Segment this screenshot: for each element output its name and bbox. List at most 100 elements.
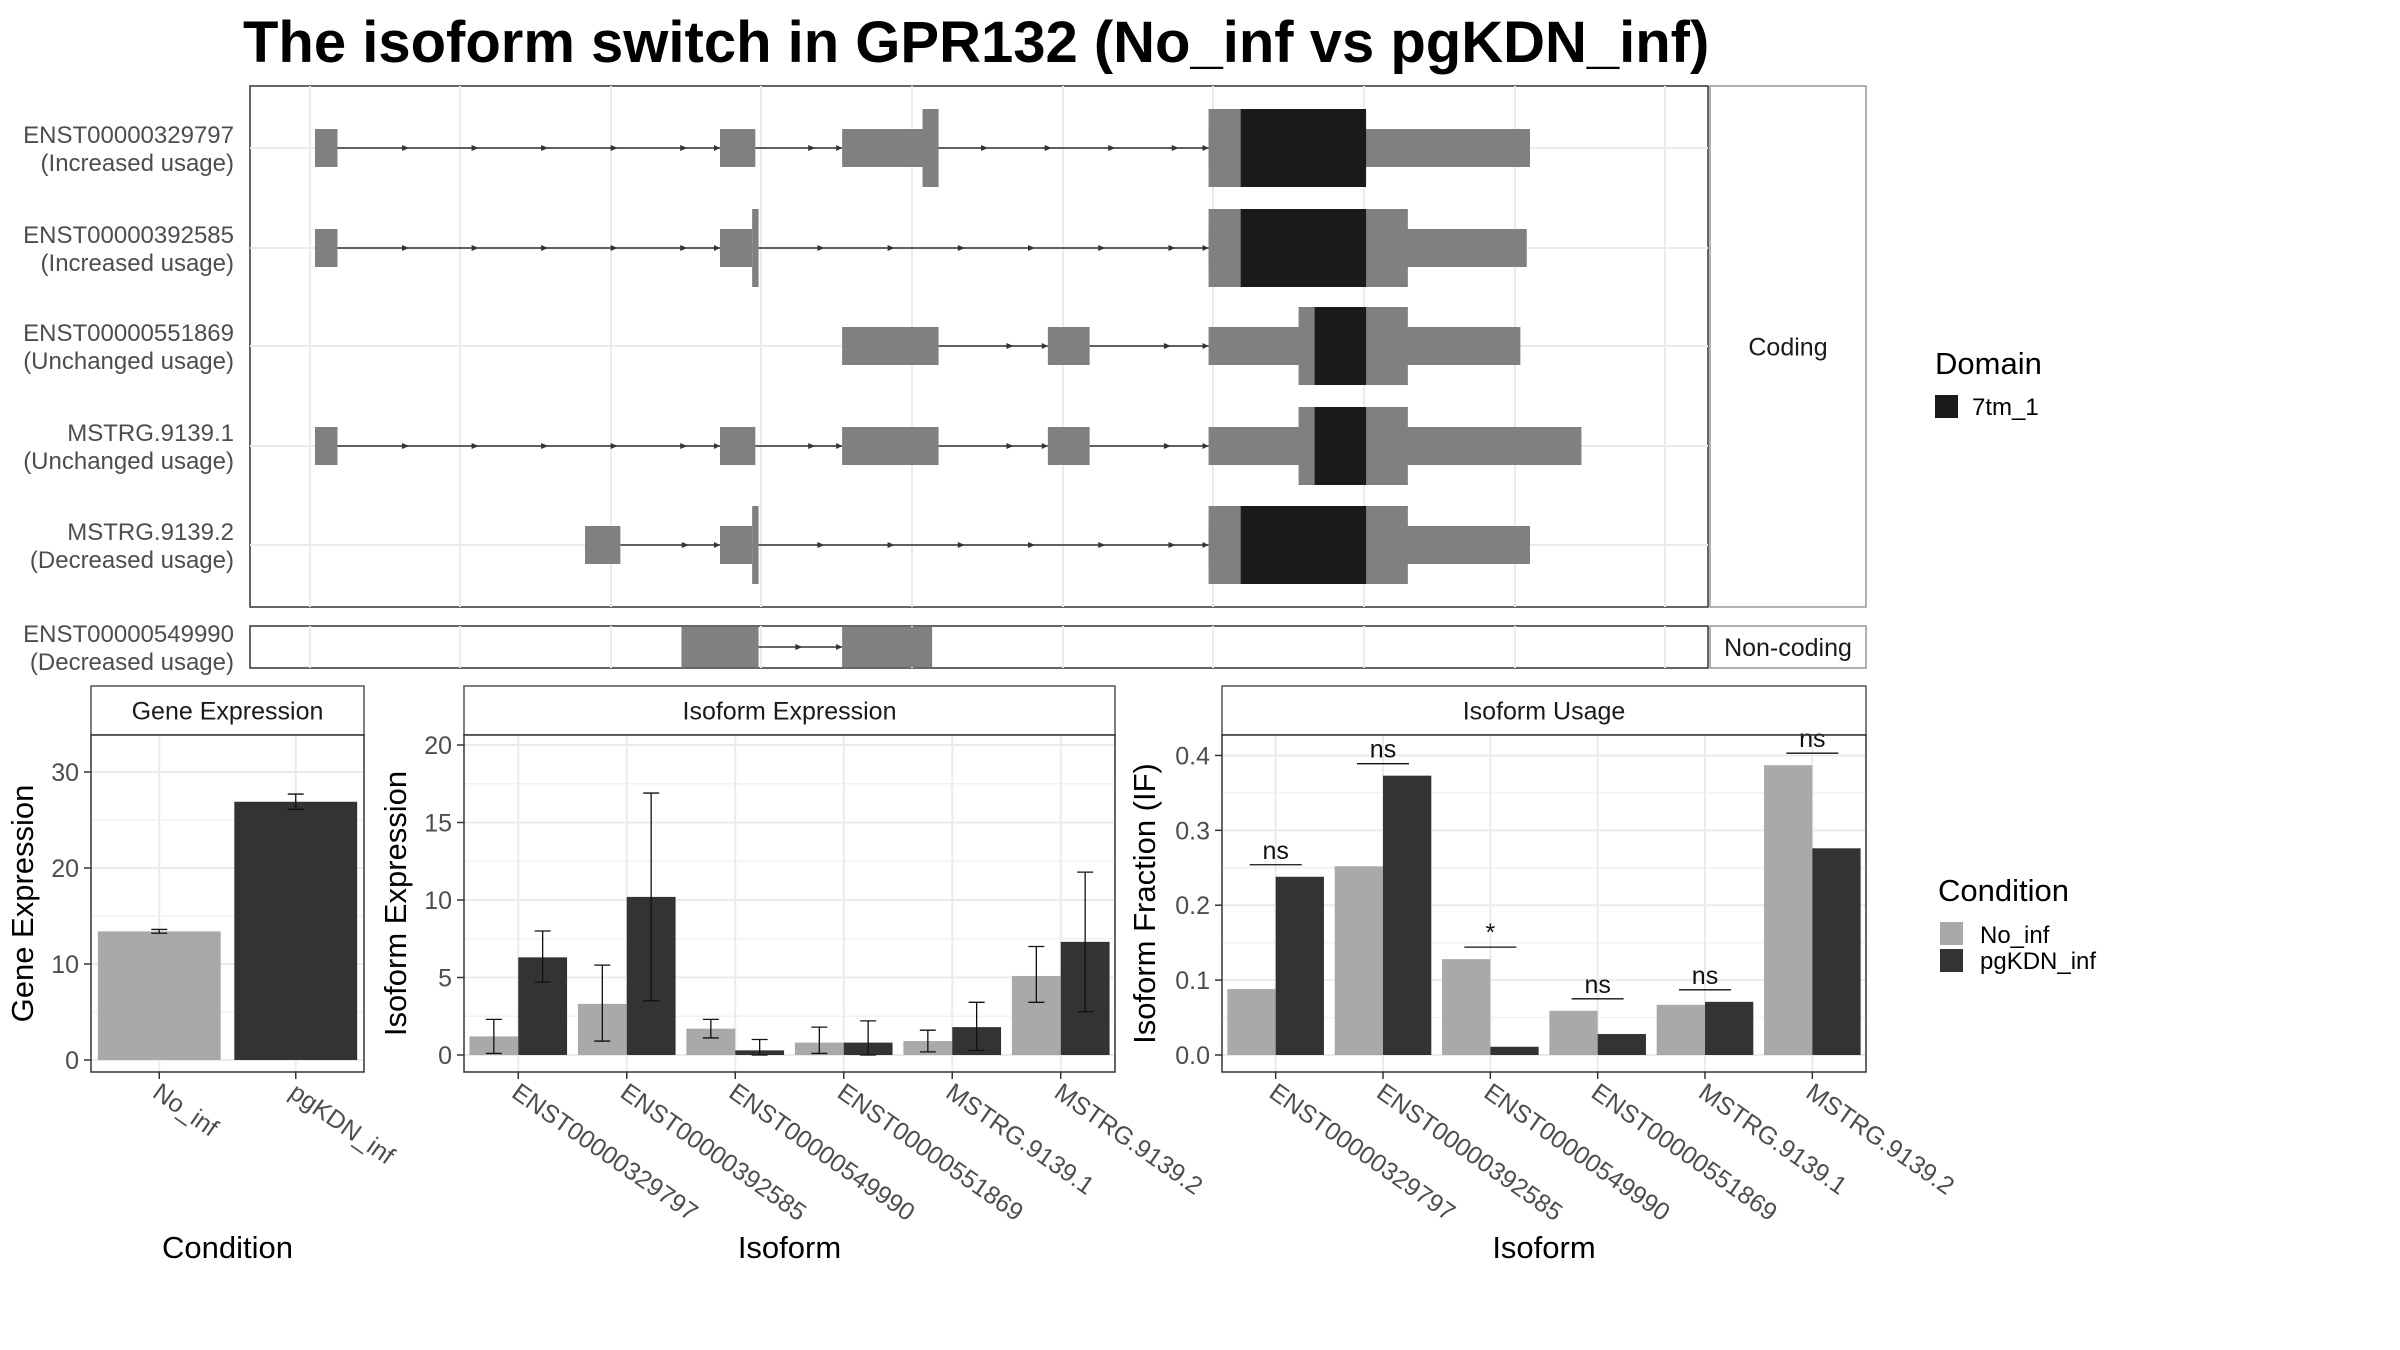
isoform-usage-x-axis-title: Isoform [1492, 1230, 1595, 1265]
transcript-ENST00000392585 [315, 209, 1527, 287]
exon [585, 526, 621, 564]
bar [1549, 1010, 1598, 1055]
significance-label: ns [1584, 971, 1610, 999]
intron-arrow [1041, 443, 1048, 449]
exon [720, 427, 756, 465]
intron-arrow [402, 245, 410, 251]
intron-arrow [471, 245, 479, 251]
transcript-ENST00000551869 [842, 307, 1521, 385]
gene-expression-frame [90, 734, 365, 1073]
intron-arrow [1098, 542, 1106, 548]
cds-segment [752, 209, 759, 287]
y-tick-label: 0.4 [1175, 742, 1210, 770]
bar [1334, 866, 1383, 1055]
facet-strip-noncoding [1709, 625, 1867, 669]
condition-legend-label: pgKDN_inf [1980, 948, 2096, 975]
intron-arrow [817, 542, 825, 548]
intron-arrow [1006, 443, 1014, 449]
intron-arrow [1202, 343, 1209, 349]
transcript-ENST00000329797 [315, 109, 1530, 187]
x-tick-label: ENST00000551869 [1586, 1078, 1782, 1227]
gene-expression-x-axis-title: Condition [162, 1230, 293, 1265]
significance-label: ns [1692, 962, 1718, 990]
intron-arrow [836, 644, 843, 650]
domain-legend-key [1935, 395, 1958, 418]
structure-panel-noncoding [249, 625, 1709, 669]
transcript-usage-label: (Increased usage) [41, 250, 234, 277]
exon [681, 627, 759, 667]
isoform-expression-strip-label: Isoform Expression [683, 698, 897, 726]
intron-arrow [1028, 542, 1036, 548]
intron-arrow [1098, 245, 1106, 251]
exon [1047, 427, 1090, 465]
intron-arrow [610, 145, 618, 151]
intron-arrow [1041, 343, 1048, 349]
exon [720, 526, 753, 564]
gene-expression-strip [90, 685, 365, 736]
significance-label: ns [1799, 725, 1825, 753]
condition-legend-key-pgkdn-inf [1940, 949, 1963, 972]
y-tick-label: 20 [51, 855, 79, 883]
intron-arrow [1202, 145, 1209, 151]
intron-arrow [957, 245, 965, 251]
y-tick-label: 0 [65, 1047, 79, 1075]
exon [842, 129, 923, 167]
bar [1597, 1034, 1646, 1055]
intron-arrow [402, 443, 410, 449]
y-tick-label: 0 [438, 1042, 452, 1070]
bar [234, 801, 358, 1060]
isoform-usage-y-axis-title: Isoform Fraction (IF) [1127, 763, 1162, 1044]
exon [842, 327, 939, 365]
bar [1656, 1004, 1705, 1055]
facet-strip-coding [1709, 85, 1867, 608]
intron-arrow [714, 145, 720, 151]
y-tick-label: 0.0 [1175, 1042, 1210, 1070]
domain-7tm-1 [1314, 307, 1367, 385]
intron-arrow [1171, 145, 1179, 151]
bar [1383, 775, 1432, 1055]
isoform-expression-frame [463, 734, 1116, 1073]
exon [720, 129, 756, 167]
transcript-MSTRG.9139.1 [315, 407, 1582, 485]
significance-label: ns [1370, 736, 1396, 764]
transcript-id-label: ENST00000392585 [23, 222, 234, 249]
exon [315, 229, 338, 267]
gene-expression-y-axis-title: Gene Expression [5, 785, 40, 1023]
bar [1227, 989, 1276, 1055]
intron-arrow [610, 443, 618, 449]
intron-arrow [471, 145, 479, 151]
transcript-usage-label: (Unchanged usage) [23, 448, 234, 475]
intron-arrow [1163, 343, 1171, 349]
intron-arrow [1006, 343, 1014, 349]
domain-legend-label: 7tm_1 [1972, 394, 2039, 421]
facet-label-noncoding: Non-coding [1724, 634, 1852, 662]
gene-expression-strip-label: Gene Expression [132, 698, 324, 726]
intron-arrow [887, 245, 895, 251]
intron-arrow [981, 145, 989, 151]
transcript-usage-label: (Decreased usage) [30, 547, 234, 574]
y-tick-label: 10 [51, 951, 79, 979]
y-tick-label: 0.1 [1175, 967, 1210, 995]
intron-arrow [836, 145, 843, 151]
exon [720, 229, 753, 267]
intron-arrow [1163, 443, 1171, 449]
intron-arrow [541, 145, 549, 151]
transcript-id-label: MSTRG.9139.2 [67, 519, 234, 546]
bar [1812, 848, 1861, 1055]
intron-arrow [681, 542, 689, 548]
domain-7tm-1 [1314, 407, 1367, 485]
cds-segment [922, 109, 939, 187]
isoform-usage-strip-label: Isoform Usage [1463, 698, 1626, 726]
transcript-usage-label: (Increased usage) [41, 150, 234, 177]
y-tick-label: 20 [424, 732, 452, 760]
x-tick-label: ENST00000392585 [615, 1078, 811, 1227]
transcript-id-label: ENST00000329797 [23, 122, 234, 149]
intron-arrow [1044, 145, 1052, 151]
transcript-MSTRG.9139.2 [585, 506, 1530, 584]
bar [1764, 765, 1813, 1055]
intron-arrow [402, 145, 410, 151]
y-tick-label: 5 [438, 965, 452, 993]
isoform-usage-strip [1221, 685, 1867, 736]
transcript-usage-label: (Unchanged usage) [23, 348, 234, 375]
x-tick-label: ENST00000549990 [724, 1078, 920, 1227]
